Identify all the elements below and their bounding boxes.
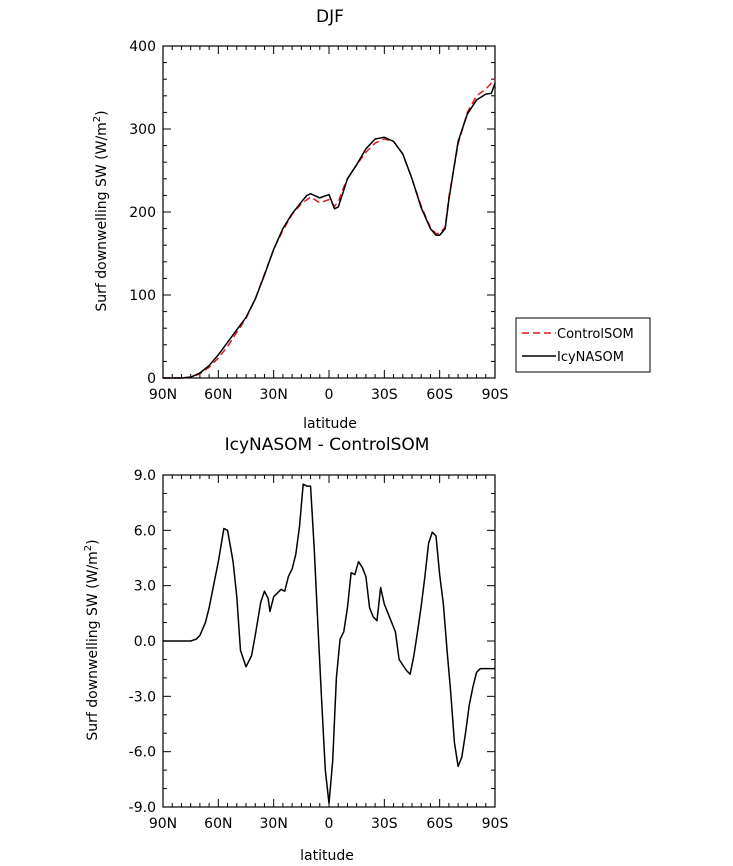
y-tick-label-9: 9.0	[134, 468, 156, 484]
x-tick-label-90n: 90N	[149, 387, 177, 403]
y-tick-label-400: 400	[129, 39, 156, 55]
x-axis: 90N 60N 30N 0 30S 60S 90S	[149, 46, 509, 403]
chart-title-difference: IcyNASOM - ControlSOM	[225, 435, 430, 455]
x-tick-label-60n: 60N	[204, 387, 232, 403]
x-tick-label-60s: 60S	[426, 387, 453, 403]
y-tick-label-100: 100	[129, 288, 156, 304]
panel-top: DJF 0 100 200 300 400 90N 60N 30N 0 30S 60S 90S la…	[92, 7, 651, 432]
x-tick-label-30s: 30S	[371, 387, 398, 403]
plot-border	[162, 45, 496, 379]
y-axis-label: Surf downwelling SW (W/m2)	[92, 110, 110, 311]
plot-frame	[162, 474, 496, 808]
series-line-difference	[163, 483, 495, 805]
x-tick-label-30n: 30N	[260, 387, 288, 403]
y-axis-label-sup: 2	[92, 116, 103, 122]
legend-box	[515, 317, 651, 373]
chart-title: DJF	[316, 7, 344, 27]
y-tick-label-neg9: -9.0	[129, 800, 156, 816]
y-axis: 0 100 200 300 400	[129, 39, 495, 387]
y-axis-label-close: )	[85, 539, 101, 544]
x-axis-label: latitude	[303, 416, 357, 432]
series-layer	[163, 483, 495, 805]
series-line-icynasom	[163, 83, 496, 379]
plot-border	[162, 474, 496, 808]
x-tick-label-90s: 90S	[482, 816, 509, 832]
y-axis-label: Surf downwelling SW (W/m2)	[83, 539, 101, 740]
x-axis-label: latitude	[300, 848, 354, 864]
x-tick-label-90n: 90N	[149, 816, 177, 832]
legend-label-icynasom: IcyNASOM	[557, 350, 624, 365]
series-line-controlsom	[163, 78, 496, 379]
x-tick-label-0: 0	[325, 816, 334, 832]
x-axis: 90N 60N 30N 0 30S 60S 90S	[149, 475, 509, 832]
y-tick-label-0: 0	[147, 371, 156, 387]
series-layer	[163, 78, 496, 379]
y-axis: -9.0 -6.0 -3.0 0.0 3.0 6.0 9.0	[129, 468, 495, 816]
y-tick-label-300: 300	[129, 122, 156, 138]
x-tick-label-60s: 60S	[426, 816, 453, 832]
y-tick-label-0: 0.0	[134, 634, 156, 650]
panel-bottom: IcyNASOM - ControlSOM -9.0 -6.0 -3.0 0.0 3.0…	[83, 435, 508, 864]
legend: ControlSOM IcyNASOM	[515, 317, 651, 373]
y-tick-label-200: 200	[129, 205, 156, 221]
y-axis-label-sup: 2	[83, 545, 94, 551]
y-tick-label-6: 6.0	[134, 523, 156, 539]
x-tick-label-30n: 30N	[260, 816, 288, 832]
y-tick-label-3: 3.0	[134, 579, 156, 595]
x-tick-label-0: 0	[325, 387, 334, 403]
x-tick-label-60n: 60N	[204, 816, 232, 832]
y-tick-label-neg6: -6.0	[129, 745, 156, 761]
x-tick-label-30s: 30S	[371, 816, 398, 832]
legend-label-controlsom: ControlSOM	[557, 327, 634, 342]
y-axis-label-main: Surf downwelling SW (W/m	[85, 551, 101, 740]
plot-frame	[162, 45, 496, 379]
y-axis-label-main: Surf downwelling SW (W/m	[94, 122, 110, 311]
y-axis-label-close: )	[94, 110, 110, 115]
x-tick-label-90s: 90S	[482, 387, 509, 403]
y-tick-label-neg3: -3.0	[129, 689, 156, 705]
